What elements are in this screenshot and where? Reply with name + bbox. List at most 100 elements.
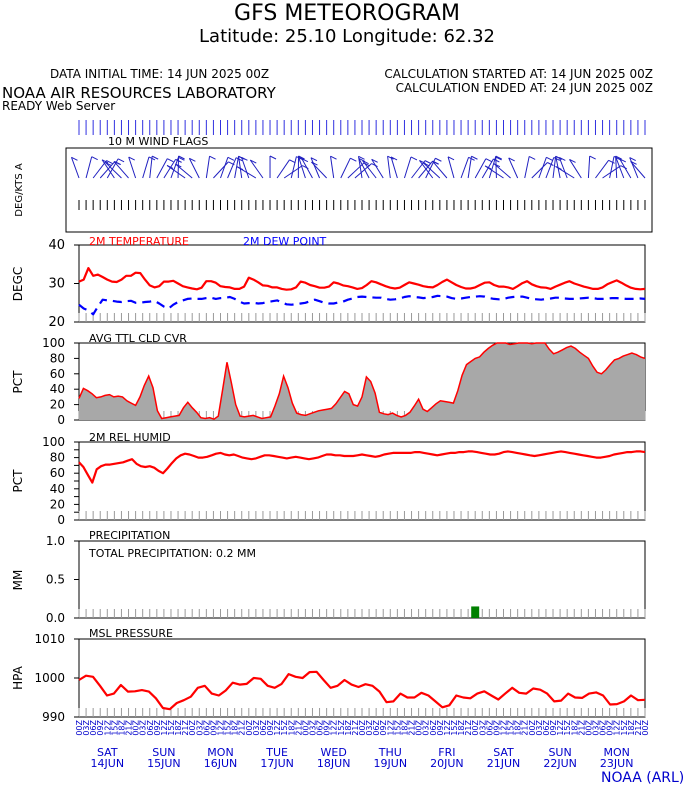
wind-barb-flag xyxy=(91,156,98,161)
day-name-label: MON xyxy=(207,746,233,759)
cloud-ytick-label: 100 xyxy=(42,336,65,350)
day-date-label: 22JUN xyxy=(543,757,577,770)
wind-barb xyxy=(234,156,240,179)
day-date-label: 20JUN xyxy=(430,757,464,770)
wind-barb xyxy=(358,156,363,179)
wind-barb xyxy=(99,161,116,179)
time-tick-label: 18Z xyxy=(457,719,466,735)
time-tick-label: 15Z xyxy=(620,719,629,735)
time-tick-label: 15Z xyxy=(507,719,516,735)
precip-bar xyxy=(471,606,480,618)
wind-ylabel: DEG/KTS A xyxy=(14,163,25,217)
wind-barb xyxy=(403,156,412,179)
day-date-label: 14JUN xyxy=(91,757,125,770)
wind-barb xyxy=(240,157,250,179)
time-tick-label: 00Z xyxy=(75,719,84,735)
wind-barb-flag xyxy=(301,158,309,163)
wind-barb xyxy=(310,157,321,179)
day-date-label: 18JUN xyxy=(317,757,351,770)
cloud-ytick-label: 60 xyxy=(50,367,65,381)
wind-barb-flag xyxy=(362,160,369,165)
day-name-label: THU xyxy=(378,746,402,759)
temp-legend: 2M TEMPERATURE xyxy=(89,235,189,248)
time-tick-label: 09Z xyxy=(266,719,275,735)
day-date-label: 23JUN xyxy=(600,757,634,770)
wind-barb-flag xyxy=(298,155,305,160)
wind-barb-flag xyxy=(105,162,112,167)
wind-barb-flag xyxy=(589,155,596,160)
time-tick-label: 03Z xyxy=(591,719,600,735)
time-tick-label: 12Z xyxy=(273,719,282,735)
wind-barb-flag xyxy=(447,156,455,161)
wind-barb xyxy=(358,158,370,179)
time-tick-label: 00Z xyxy=(132,719,141,735)
wind-barb xyxy=(371,159,384,179)
footer-credit: NOAA (ARL) xyxy=(601,770,684,786)
time-tick-label: 12Z xyxy=(330,719,339,735)
wind-barb-flag xyxy=(371,163,378,168)
time-tick-label: 00Z xyxy=(584,719,593,735)
time-tick-label: 09Z xyxy=(606,719,615,735)
wind-barb xyxy=(290,156,297,179)
cloud-cover-area xyxy=(79,343,645,420)
wind-barb xyxy=(619,158,632,179)
temp-frame xyxy=(78,244,646,323)
time-tick-label: 09Z xyxy=(379,719,388,735)
wind-barb-flag xyxy=(241,156,248,161)
day-name-label: SUN xyxy=(152,746,175,759)
rel-humidity-line xyxy=(78,450,646,484)
pres-ylabel: HPA xyxy=(11,665,25,689)
time-tick-label: 15Z xyxy=(280,719,289,735)
wind-barb-flag xyxy=(495,155,502,160)
wind-barb-flag xyxy=(358,155,365,160)
wind-barb-flag xyxy=(311,161,318,166)
time-tick-label: 18Z xyxy=(344,719,353,735)
wind-barb-flag xyxy=(553,157,561,161)
wind-barb-flag xyxy=(269,155,277,160)
rh-ytick-label: 20 xyxy=(50,497,65,511)
day-name-label: TUE xyxy=(265,746,288,759)
wind-barb-flag xyxy=(484,165,492,170)
wind-barb-flag xyxy=(559,157,566,161)
wind-barb xyxy=(105,162,122,179)
time-tick-label: 12Z xyxy=(613,719,622,735)
wind-barb-flag xyxy=(528,156,536,160)
wind-barb-flag xyxy=(419,160,426,164)
time-tick-label: 03Z xyxy=(139,719,148,735)
wind-barb-flag xyxy=(435,157,442,162)
temp-ytick-label: 20 xyxy=(48,315,65,330)
dew-legend: 2M DEW POINT xyxy=(243,235,327,248)
wind-barb xyxy=(249,159,264,179)
wind-barb xyxy=(85,156,93,179)
time-tick-label: 03Z xyxy=(308,719,317,735)
time-tick-label: 18Z xyxy=(514,719,523,735)
rh-ytick-label: 80 xyxy=(50,451,65,465)
dew-point-line xyxy=(78,294,646,316)
time-tick-label: 18Z xyxy=(400,719,409,735)
time-tick-label: 21Z xyxy=(238,719,247,735)
wind-barb xyxy=(609,156,615,179)
temp-ytick-label: 30 xyxy=(48,277,65,292)
pres-title: MSL PRESSURE xyxy=(89,627,173,640)
wind-barb xyxy=(170,157,179,179)
time-tick-label: 12Z xyxy=(500,719,509,735)
wind-barb xyxy=(301,158,313,179)
wind-barb-flag xyxy=(493,163,501,168)
wind-barb-flag xyxy=(167,158,174,163)
wind-barb xyxy=(163,159,177,179)
wind-barb xyxy=(174,163,193,179)
pres-ytick-label: 1010 xyxy=(34,632,65,646)
precip-total: TOTAL PRECIPITATION: 0.2 MM xyxy=(88,547,256,560)
time-tick-label: 12Z xyxy=(443,719,452,735)
wind-barb-flag xyxy=(508,157,515,162)
time-tick-label: 09Z xyxy=(153,719,162,735)
wind-barb xyxy=(418,160,434,179)
time-tick-label: 15Z xyxy=(563,719,572,735)
rh-ytick-label: 40 xyxy=(50,482,65,496)
time-tick-label: 00Z xyxy=(415,719,424,735)
rh-ytick-label: 100 xyxy=(42,435,65,449)
time-tick-label: 12Z xyxy=(103,719,112,735)
wind-barb-flag xyxy=(619,158,627,163)
wind-barb-flag xyxy=(113,161,121,165)
